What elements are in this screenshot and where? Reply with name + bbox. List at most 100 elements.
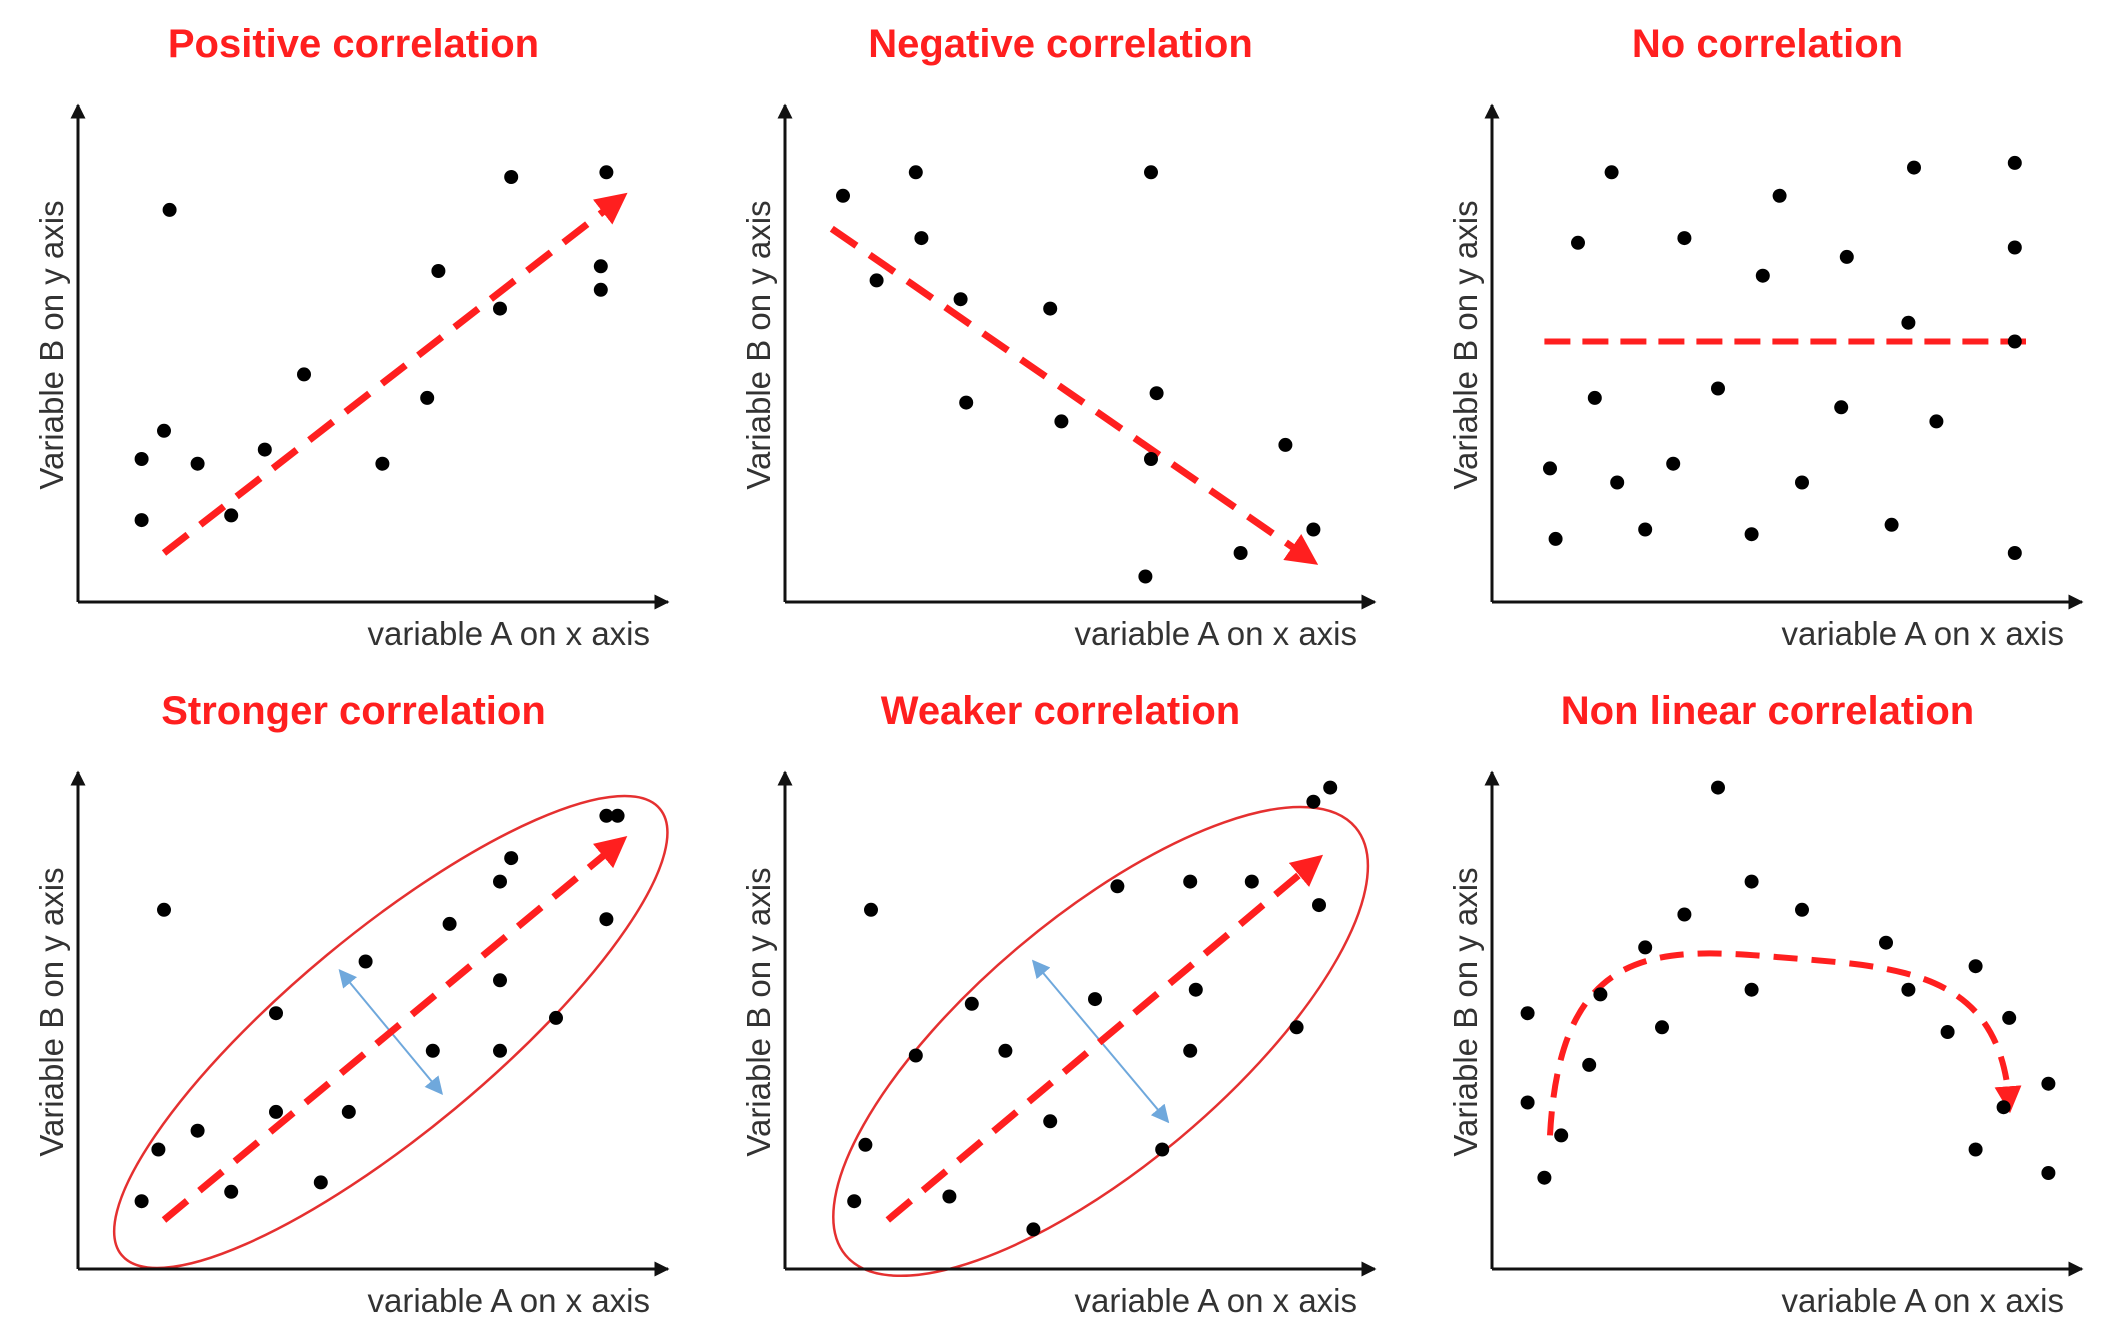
data-point [1795, 902, 1809, 917]
data-point [1610, 475, 1625, 490]
data-point [257, 442, 272, 457]
trend-arrow [885, 854, 1324, 1223]
data-point [1323, 780, 1338, 795]
data-point [190, 456, 205, 471]
trend-curve [1547, 950, 2022, 1136]
data-point [493, 973, 507, 988]
data-point [157, 423, 171, 438]
data-point [358, 954, 373, 969]
data-point [998, 1043, 1013, 1058]
data-point [836, 188, 850, 203]
data-point [953, 292, 968, 307]
data-point [1711, 780, 1725, 795]
data-point [1795, 475, 1809, 490]
x-axis-label: variable A on x axis [368, 1282, 651, 1319]
data-point [151, 1142, 166, 1157]
data-point [1233, 546, 1248, 560]
data-point [2007, 240, 2022, 255]
data-point [1839, 249, 1854, 264]
trend-arrow [161, 835, 628, 1223]
plot-area: variable A on x axis Variable B on y axis [33, 770, 670, 1319]
x-axis-label: variable A on x axis [1075, 1282, 1358, 1319]
data-point [1744, 982, 1759, 997]
data-point [1744, 527, 1759, 542]
plot-area: variable A on x axis Variable B on y axis [33, 103, 670, 652]
chart-nonlinear: Non linear correlation variable A on x a… [1414, 667, 2121, 1334]
chart-title: Negative correlation [868, 22, 1253, 66]
data-point [1744, 874, 1759, 889]
data-point [869, 273, 884, 288]
data-point [224, 508, 239, 523]
data-point [157, 902, 171, 917]
data-point [1043, 301, 1058, 316]
data-point [269, 1104, 283, 1119]
data-point [504, 851, 519, 866]
y-axis-label: Variable B on y axis [33, 867, 70, 1156]
data-point [1183, 874, 1198, 889]
y-axis-label: Variable B on y axis [740, 200, 777, 489]
plot-area: variable A on x axis Variable B on y axis [740, 103, 1377, 652]
data-point [134, 1194, 149, 1209]
data-point [858, 1137, 873, 1152]
data-point [1582, 1057, 1597, 1072]
data-point [1834, 400, 1849, 415]
data-point [964, 996, 979, 1011]
data-point [1054, 414, 1069, 429]
data-point [442, 916, 457, 931]
data-point [908, 1048, 923, 1063]
chart-title: Stronger correlation [161, 689, 546, 733]
data-point [1755, 268, 1770, 283]
data-point [1604, 165, 1619, 180]
data-point [1677, 231, 1692, 246]
data-point [599, 165, 614, 180]
plot-area: variable A on x axis Variable B on y axis [1447, 103, 2084, 652]
data-point [1929, 414, 1944, 429]
data-point [313, 1175, 328, 1190]
data-point [425, 1043, 440, 1058]
data-point [1188, 982, 1203, 997]
data-point [847, 1194, 862, 1209]
data-point [504, 170, 519, 184]
data-point [431, 264, 446, 278]
data-point [1088, 992, 1102, 1007]
chart-stronger: Stronger correlation variable A on x axi… [0, 667, 707, 1334]
data-point [162, 202, 177, 217]
data-point [1110, 879, 1125, 894]
data-point [341, 1104, 356, 1119]
data-point [1543, 461, 1557, 476]
cluster-ellipse [832, 805, 1370, 1278]
data-point [1666, 456, 1681, 471]
data-point [549, 1010, 563, 1025]
chart-negative: Negative correlation variable A on x axi… [707, 0, 1414, 667]
data-point [1587, 390, 1602, 405]
data-point [1138, 569, 1153, 584]
y-axis-label: Variable B on y axis [1447, 867, 1484, 1156]
data-point [1312, 898, 1326, 913]
data-point [610, 808, 625, 823]
data-point [1043, 1114, 1058, 1129]
data-point [1144, 165, 1158, 180]
data-point [959, 395, 974, 410]
data-point [1520, 1095, 1535, 1110]
data-point [1940, 1025, 1955, 1039]
plot-area: variable A on x axis Variable B on y axis [1447, 770, 2084, 1319]
chart-title: Non linear correlation [1560, 689, 1975, 733]
data-point [1772, 188, 1787, 203]
data-point [190, 1123, 205, 1138]
data-point [375, 456, 390, 471]
data-point [599, 808, 614, 823]
data-point [2041, 1166, 2056, 1180]
y-axis-label: Variable B on y axis [740, 867, 777, 1156]
data-point [2007, 155, 2022, 170]
trend-arrow [829, 225, 1319, 565]
data-point [1289, 1020, 1304, 1035]
data-point [1996, 1100, 2011, 1115]
data-point [1149, 386, 1164, 401]
data-point [1677, 907, 1692, 922]
data-point [1968, 959, 1983, 974]
data-point [493, 874, 507, 889]
data-point [1278, 437, 1293, 452]
x-axis-label: variable A on x axis [1075, 615, 1358, 652]
data-point [1537, 1170, 1552, 1185]
chart-positive: Positive correlation variable A on x axi… [0, 0, 707, 667]
